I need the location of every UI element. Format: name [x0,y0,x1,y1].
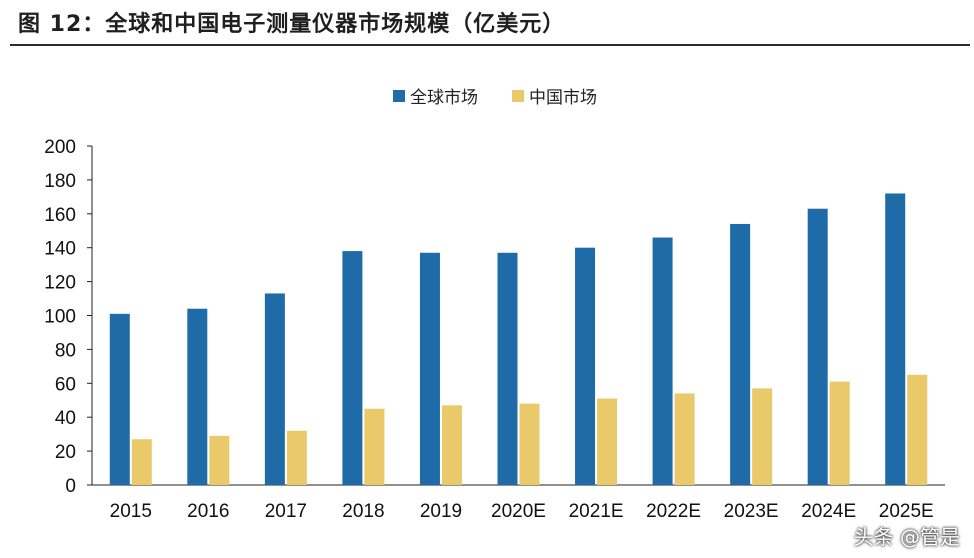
y-tick-label: 140 [44,239,76,260]
y-tick-label: 200 [44,137,76,158]
legend-label-global: 全球市场 [410,88,478,108]
y-tick-label: 60 [55,374,76,395]
x-tick-label: 2024E [801,501,856,522]
watermark: 头条 @管是 [853,525,960,549]
bars [109,193,928,485]
bar-china-market [364,408,385,485]
bar-global-market [497,252,518,485]
bar-global-market [109,313,130,485]
bar-global-market [575,247,596,485]
x-tick-label: 2018 [342,501,384,522]
bar-global-market [885,193,906,485]
y-tick-label: 100 [44,307,76,328]
bar-china-market [131,439,152,485]
y-axis-ticks: 0 20 40 60 80 100 120 140 160 180 200 [44,137,92,497]
x-tick-label: 2017 [265,501,307,522]
y-tick-label: 80 [55,340,76,361]
y-tick-label: 180 [44,171,76,192]
bar-china-market [519,403,540,485]
x-tick-label: 2023E [724,501,779,522]
bar-china-market [829,381,850,485]
bar-global-market [342,251,363,485]
legend: 全球市场 中国市场 [393,88,597,108]
x-tick-label: 2016 [187,501,229,522]
bar-global-market [730,223,751,485]
x-tick-label: 2021E [569,501,624,522]
legend-label-china: 中国市场 [529,88,597,108]
legend-swatch-global [393,90,405,102]
bar-china-market [209,435,230,485]
bar-china-market [597,398,618,485]
bar-global-market [807,208,828,485]
y-tick-label: 160 [44,205,76,226]
bar-china-market [674,393,695,485]
x-tick-label: 2022E [646,501,701,522]
x-tick-label: 2025E [879,501,934,522]
x-tick-label: 2019 [420,501,462,522]
y-tick-label: 20 [55,442,76,463]
x-tick-label: 2015 [110,501,152,522]
y-tick-label: 120 [44,273,76,294]
title-divider [10,44,970,46]
x-axis-ticks: 2015 2016 2017 2018 2019 2020E 2021E 2022E 2023E… [110,501,934,522]
legend-swatch-china [512,90,524,102]
bar-global-market [264,293,285,485]
figure-title: 图 12：全球和中国电子测量仪器市场规模（亿美元） [18,12,566,37]
bar-china-market [441,405,462,485]
bar-china-market [907,374,928,485]
x-tick-label: 2020E [491,501,546,522]
y-tick-label: 0 [65,476,76,497]
bar-global-market [187,308,208,485]
bar-global-market [652,237,673,485]
y-tick-label: 40 [55,408,76,429]
bar-global-market [419,252,440,485]
bar-china-market [286,430,307,485]
bar-china-market [752,388,773,485]
